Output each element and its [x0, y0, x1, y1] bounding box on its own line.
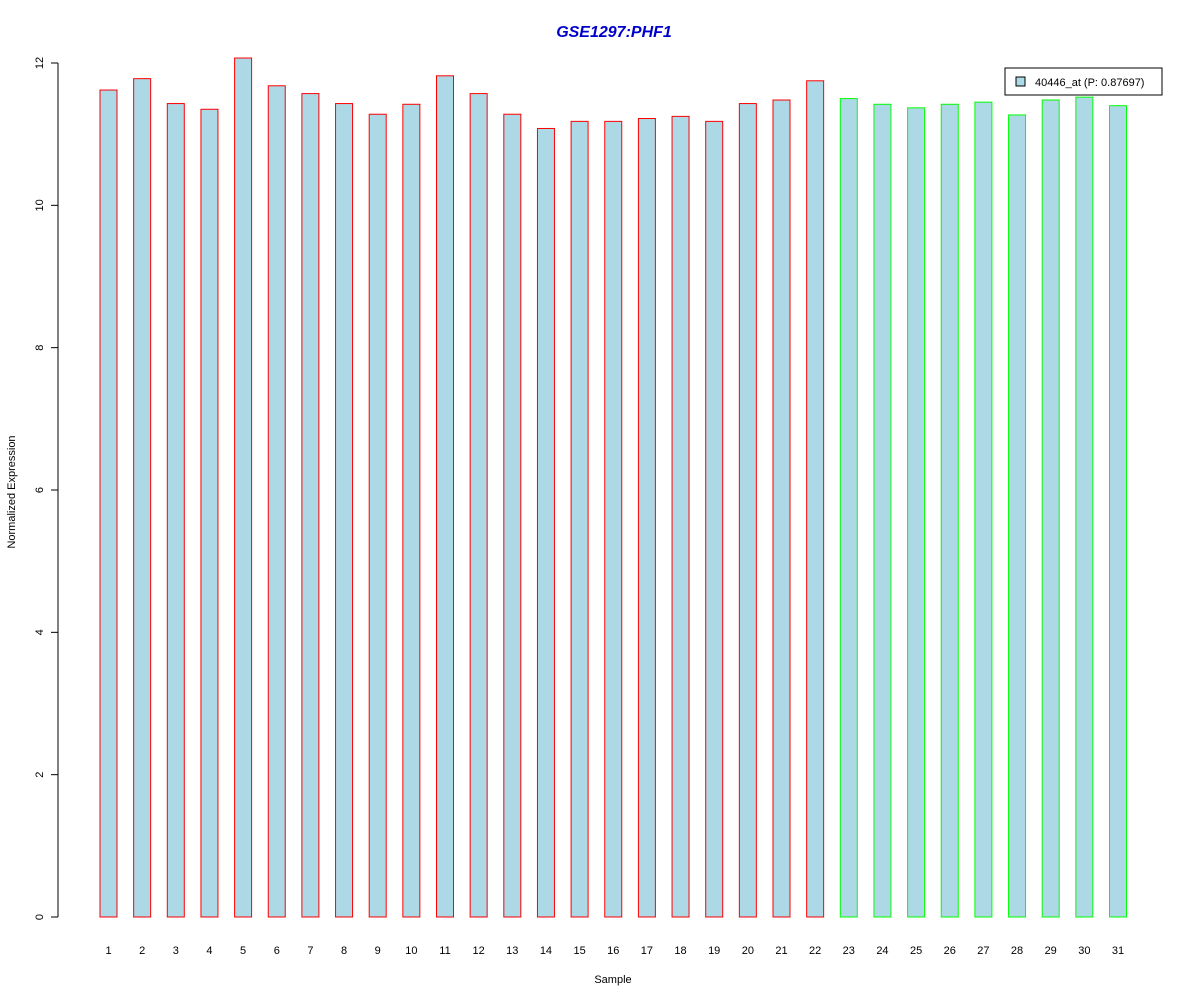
bar	[671, 115, 690, 918]
y-tick-label: 0	[34, 914, 46, 920]
x-tick-label: 26	[944, 945, 956, 957]
x-tick-label: 22	[809, 945, 821, 957]
bar	[469, 93, 488, 918]
bar	[705, 120, 724, 918]
x-tick-label: 2	[139, 945, 145, 957]
x-tick-label: 12	[473, 945, 485, 957]
bar	[839, 98, 858, 918]
x-tick-label: 13	[506, 945, 518, 957]
bar	[907, 107, 926, 918]
bar	[133, 78, 152, 918]
x-tick-label: 10	[405, 945, 417, 957]
bar	[940, 103, 959, 918]
x-tick-label: 16	[607, 945, 619, 957]
bar	[570, 120, 589, 918]
x-tick-label: 30	[1078, 945, 1090, 957]
x-tick-label: 15	[573, 945, 585, 957]
x-tick-label: 20	[742, 945, 754, 957]
bar	[604, 120, 623, 918]
x-tick-label: 25	[910, 945, 922, 957]
x-tick-label: 19	[708, 945, 720, 957]
y-axis-title: Normalized Expression	[6, 435, 18, 548]
x-tick-label: 23	[843, 945, 855, 957]
x-tick-label: 31	[1112, 945, 1124, 957]
x-tick-label: 24	[876, 945, 888, 957]
bars-group	[99, 57, 1127, 918]
bar	[503, 113, 522, 918]
x-tick-label: 5	[240, 945, 246, 957]
bar	[436, 75, 454, 918]
y-tick-label: 2	[34, 772, 46, 778]
x-tick-label: 6	[274, 945, 280, 957]
bar	[402, 103, 421, 918]
x-axis-title: Sample	[594, 974, 631, 986]
x-tick-label: 8	[341, 945, 347, 957]
y-tick-label: 12	[34, 57, 46, 69]
bar	[637, 118, 656, 918]
x-tick-label: 27	[977, 945, 989, 957]
bar	[99, 89, 118, 918]
y-axis: 0 2 4 6 8 10 12	[34, 57, 59, 920]
x-tick-label: 17	[641, 945, 653, 957]
bar	[368, 113, 387, 918]
bar	[738, 103, 757, 918]
bar	[772, 99, 791, 918]
x-tick-label: 7	[307, 945, 313, 957]
bar	[1041, 99, 1060, 918]
x-tick-label: 28	[1011, 945, 1023, 957]
x-tick-label: 14	[540, 945, 552, 957]
legend-swatch	[1015, 76, 1026, 87]
chart-title: GSE1297:PHF1	[556, 24, 672, 41]
x-tick-label: 21	[775, 945, 787, 957]
legend-label: 40446_at (P: 0.87697)	[1035, 77, 1144, 89]
bar	[806, 80, 825, 918]
x-tick-label: 11	[439, 945, 450, 957]
bar	[974, 101, 993, 918]
x-tick-label: 18	[674, 945, 686, 957]
bar	[267, 85, 286, 918]
x-tick-label: 3	[173, 945, 179, 957]
bar	[335, 103, 354, 918]
legend-box	[1004, 67, 1163, 96]
bar	[873, 103, 892, 918]
x-tick-label: 4	[206, 945, 212, 957]
bar	[1008, 114, 1027, 918]
x-tick-label: 29	[1045, 945, 1057, 957]
x-tick-label: 1	[105, 945, 111, 957]
legend: 40446_at (P: 0.87697)	[1004, 67, 1163, 96]
y-tick-label: 6	[34, 487, 46, 493]
x-tick-label: 9	[375, 945, 381, 957]
bar	[234, 57, 253, 918]
x-axis-labels: 1 2 3 4 5 6 7 8 9 10 11 12 13 14 15 16 17 18 19 20 21 22 23 24 2…	[105, 945, 1124, 957]
bar	[1075, 96, 1094, 918]
bar	[301, 93, 320, 918]
bar	[1109, 105, 1127, 918]
y-tick-label: 10	[34, 199, 46, 211]
bar	[536, 127, 555, 918]
y-tick-label: 4	[34, 629, 46, 635]
y-tick-label: 8	[34, 345, 46, 351]
bar	[200, 108, 219, 918]
bar	[166, 103, 185, 918]
